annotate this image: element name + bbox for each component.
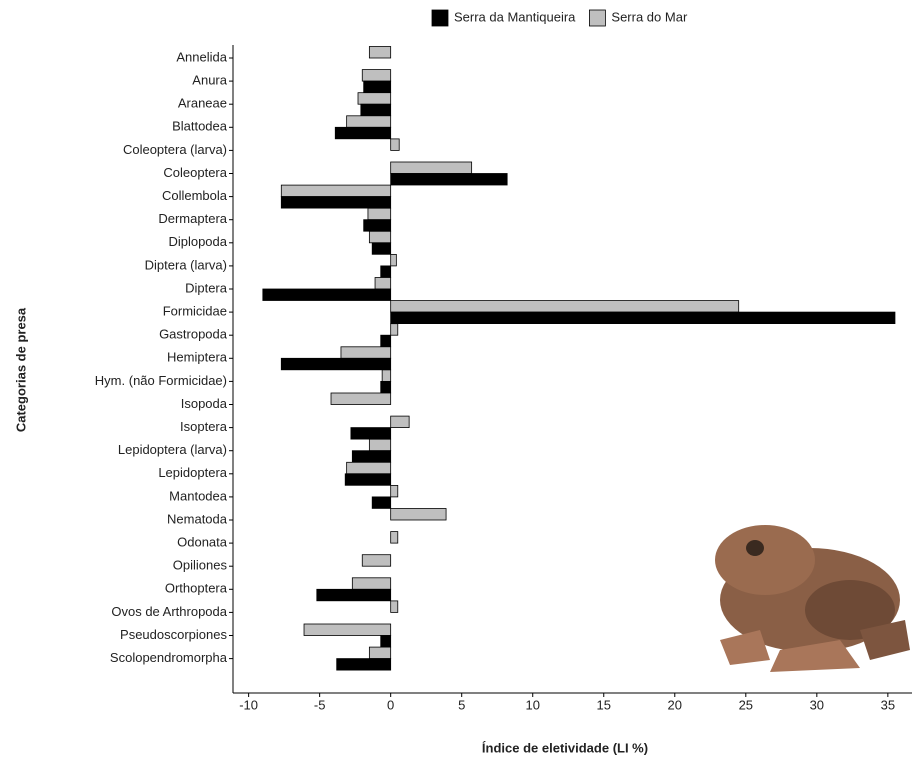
y-tick-label: Araneae <box>178 96 227 111</box>
bar <box>345 474 390 486</box>
bar <box>372 243 390 255</box>
bar <box>372 497 390 509</box>
bar <box>281 185 390 197</box>
bar <box>347 116 391 128</box>
bar <box>381 266 391 278</box>
y-tick-label: Anura <box>192 73 227 88</box>
y-tick-label: Diplopoda <box>168 234 227 249</box>
y-tick-label: Coleoptera <box>163 165 227 180</box>
y-tick-label: Annelida <box>176 49 227 64</box>
y-tick-label: Nematoda <box>167 511 228 526</box>
bar <box>263 289 391 301</box>
bar <box>317 589 391 601</box>
bar <box>337 659 391 671</box>
bar <box>391 601 398 613</box>
bar <box>351 428 391 440</box>
bar <box>391 301 739 313</box>
y-tick-label: Coleoptera (larva) <box>123 142 227 157</box>
y-tick-label: Dermaptera <box>158 211 227 226</box>
frog-photo <box>715 525 910 672</box>
bar <box>369 47 390 59</box>
y-tick-label: Ovos de Arthropoda <box>111 604 227 619</box>
bar <box>362 555 390 567</box>
bar <box>391 485 398 497</box>
y-tick-label: Orthoptera <box>165 581 228 596</box>
bar <box>391 312 895 324</box>
bar <box>368 208 391 220</box>
x-tick-label: 20 <box>668 697 682 712</box>
bar <box>391 509 446 521</box>
bar <box>281 197 390 209</box>
y-tick-label: Lepidoptera (larva) <box>118 442 227 457</box>
y-tick-label: Hemiptera <box>167 350 228 365</box>
bar <box>281 358 390 370</box>
x-tick-label: 15 <box>597 697 611 712</box>
bar <box>358 93 391 105</box>
bar <box>331 393 391 405</box>
bar <box>391 174 507 186</box>
x-tick-label: 30 <box>810 697 824 712</box>
bar <box>364 81 391 93</box>
bar <box>391 139 400 151</box>
bar <box>391 324 398 336</box>
legend-swatch <box>432 10 448 26</box>
bar <box>391 254 397 266</box>
y-tick-label: Pseudoscorpiones <box>120 627 227 642</box>
bar <box>391 532 398 544</box>
bar <box>361 104 391 116</box>
bar <box>391 162 472 174</box>
bar <box>347 462 391 474</box>
bar <box>369 231 390 243</box>
bar <box>381 636 391 648</box>
y-tick-label: Hym. (não Formicidae) <box>95 373 227 388</box>
bar <box>335 127 390 139</box>
bar <box>304 624 391 636</box>
y-tick-label: Mantodea <box>169 488 228 503</box>
x-axis-label: Índice de eletividade (LI %) <box>482 740 648 755</box>
bar <box>382 370 391 382</box>
y-tick-label: Lepidoptera <box>158 465 227 480</box>
y-tick-label: Diptera <box>185 280 228 295</box>
x-tick-label: -10 <box>239 697 258 712</box>
bar <box>364 220 391 232</box>
legend-label: Serra da Mantiqueira <box>454 9 576 24</box>
y-tick-label: Formicidae <box>163 304 227 319</box>
y-tick-label: Scolopendromorpha <box>110 650 228 665</box>
y-tick-label: Blattodea <box>172 119 228 134</box>
bar <box>341 347 391 359</box>
y-tick-label: Collembola <box>162 188 228 203</box>
x-tick-label: 25 <box>739 697 753 712</box>
x-tick-label: 10 <box>525 697 539 712</box>
x-tick-label: -5 <box>314 697 326 712</box>
bar <box>352 451 390 463</box>
bar <box>391 416 409 428</box>
y-tick-label: Odonata <box>177 535 228 550</box>
y-tick-label: Opiliones <box>173 558 228 573</box>
legend-swatch <box>589 10 605 26</box>
bar <box>381 381 391 393</box>
bar <box>375 278 391 290</box>
chart: Categorias de presa Índice de eletividad… <box>0 0 916 765</box>
y-axis-label: Categorias de presa <box>13 307 28 432</box>
y-tick-label: Diptera (larva) <box>145 257 227 272</box>
bar <box>369 439 390 451</box>
bar <box>362 70 390 82</box>
bar <box>369 647 390 659</box>
y-tick-label: Isoptera <box>180 419 228 434</box>
x-tick-label: 0 <box>387 697 394 712</box>
legend-label: Serra do Mar <box>611 9 688 24</box>
x-tick-label: 5 <box>458 697 465 712</box>
bar <box>352 578 390 590</box>
y-tick-label: Isopoda <box>181 396 228 411</box>
x-tick-label: 35 <box>881 697 895 712</box>
y-tick-label: Gastropoda <box>159 327 228 342</box>
bar <box>381 335 391 347</box>
